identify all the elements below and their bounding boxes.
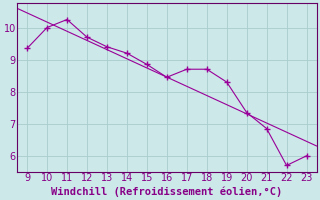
X-axis label: Windchill (Refroidissement éolien,°C): Windchill (Refroidissement éolien,°C): [51, 186, 283, 197]
